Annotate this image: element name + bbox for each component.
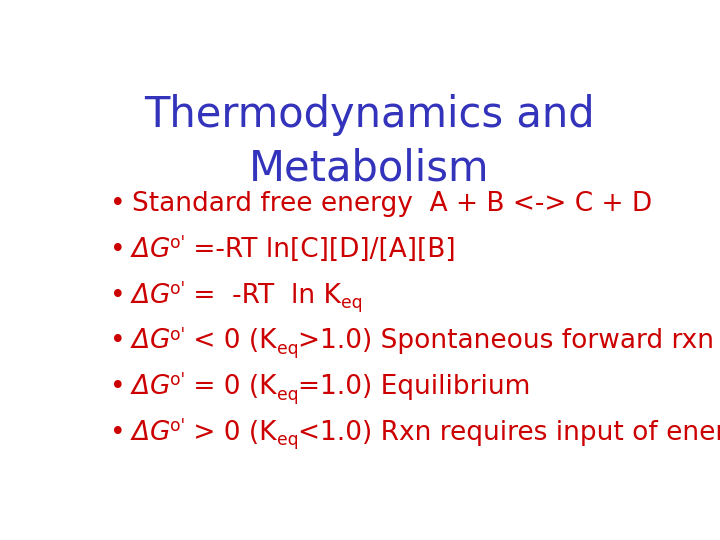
Text: •: • <box>109 282 125 308</box>
Text: Δ: Δ <box>132 237 150 263</box>
Text: o': o' <box>171 417 186 435</box>
Text: G: G <box>150 237 171 263</box>
Text: eq: eq <box>341 294 363 312</box>
Text: eq: eq <box>277 340 299 358</box>
Text: G: G <box>150 328 171 354</box>
Text: eq: eq <box>277 386 299 403</box>
Text: G: G <box>150 282 171 308</box>
Text: G: G <box>150 420 171 446</box>
Text: o': o' <box>171 326 186 343</box>
Text: Metabolism: Metabolism <box>248 148 490 190</box>
Text: Δ: Δ <box>132 374 150 400</box>
Text: •: • <box>109 328 125 354</box>
Text: <1.0) Rxn requires input of energy: <1.0) Rxn requires input of energy <box>299 420 720 446</box>
Text: Thermodynamics and: Thermodynamics and <box>144 94 594 136</box>
Text: Δ: Δ <box>132 328 150 354</box>
Text: Δ: Δ <box>132 282 150 308</box>
Text: •: • <box>109 420 125 446</box>
Text: eq: eq <box>277 431 299 449</box>
Text: •: • <box>109 191 125 217</box>
Text: Standard free energy  A + B <-> C + D: Standard free energy A + B <-> C + D <box>132 191 652 217</box>
Text: •: • <box>109 374 125 400</box>
Text: •: • <box>109 237 125 263</box>
Text: > 0 (K: > 0 (K <box>186 420 277 446</box>
Text: =  -RT  ln K: = -RT ln K <box>186 282 341 308</box>
Text: o': o' <box>171 372 186 389</box>
Text: G: G <box>150 374 171 400</box>
Text: < 0 (K: < 0 (K <box>186 328 277 354</box>
Text: = 0 (K: = 0 (K <box>186 374 277 400</box>
Text: Δ: Δ <box>132 420 150 446</box>
Text: o': o' <box>171 280 186 298</box>
Text: o': o' <box>171 234 186 252</box>
Text: =1.0) Equilibrium: =1.0) Equilibrium <box>299 374 531 400</box>
Text: =-RT ln[C][D]/[A][B]: =-RT ln[C][D]/[A][B] <box>186 237 456 263</box>
Text: >1.0) Spontaneous forward rxn: >1.0) Spontaneous forward rxn <box>299 328 714 354</box>
